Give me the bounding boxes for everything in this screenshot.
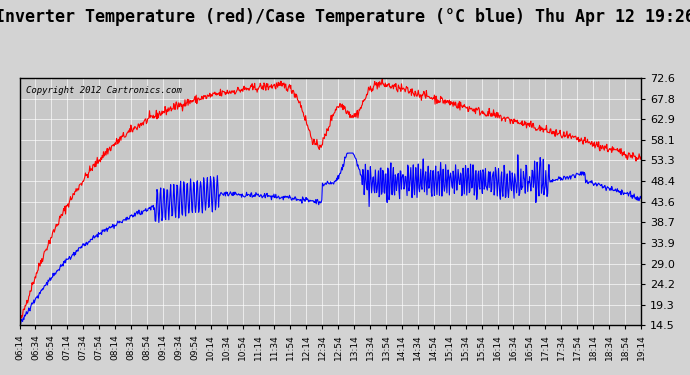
Text: Inverter Temperature (red)/Case Temperature (°C blue) Thu Apr 12 19:26: Inverter Temperature (red)/Case Temperat…: [0, 8, 690, 26]
Text: Copyright 2012 Cartronics.com: Copyright 2012 Cartronics.com: [26, 86, 181, 94]
